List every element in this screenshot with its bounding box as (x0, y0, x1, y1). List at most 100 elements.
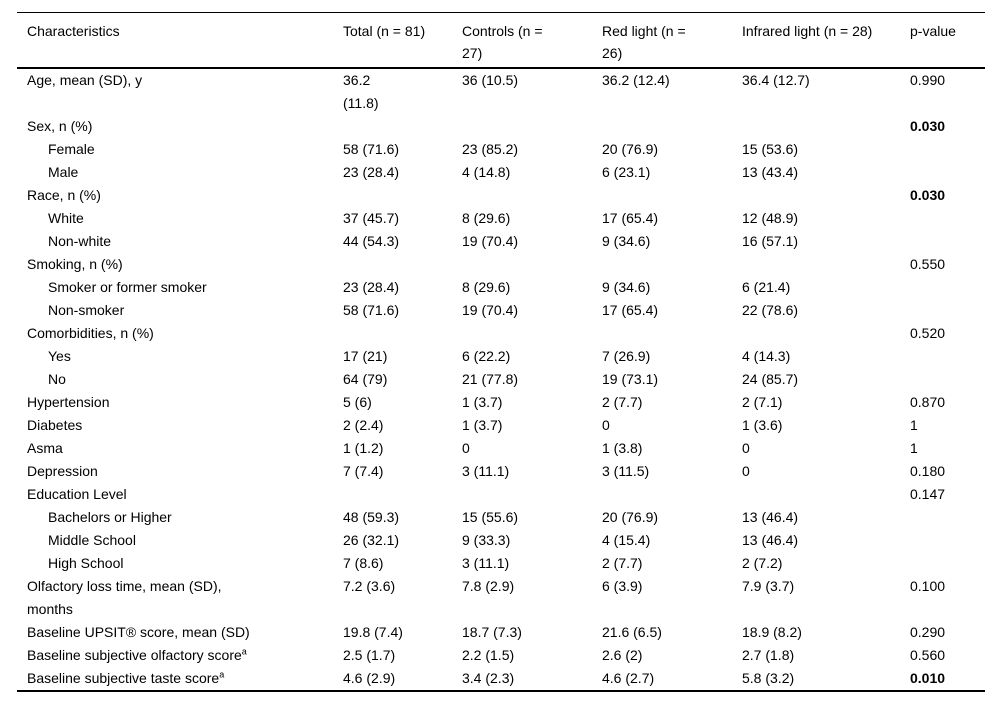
cell-value: 19.8 (7.4) (343, 624, 403, 640)
cell-value: 6 (3.9) (602, 578, 643, 594)
row-label: Male (48, 164, 79, 180)
cell-value (462, 322, 602, 345)
cell-value: 4.6 (2.7) (602, 670, 655, 686)
cell-value: 13 (46.4) (742, 532, 799, 548)
table-row: Comorbidities, n (%) 0.520 (17, 322, 985, 345)
cell-value: 1 (3.8) (602, 440, 643, 456)
cell-value (343, 184, 462, 207)
p-value (910, 161, 985, 184)
cell-value: 18.9 (8.2) (742, 624, 802, 640)
cell-value: 4 (14.3) (742, 348, 791, 364)
table-row: Male 23 (28.4) 4 (14.8) 6 (23.1) 13 (43.4) (17, 161, 985, 184)
cell-value: 24 (85.7) (742, 371, 799, 387)
table-row: Baseline subjective taste scorea 4.6 (2.9… (17, 667, 985, 691)
cell-value: 0 (742, 463, 750, 479)
cell-value: 2 (7.7) (602, 555, 643, 571)
cell-value: 2.2 (1.5) (462, 647, 515, 663)
table-row: Non-smoker 58 (71.6) 19 (70.4) 17 (65.4) 22 … (17, 299, 985, 322)
cell-value (343, 322, 462, 345)
cell-value: 9 (34.6) (602, 233, 651, 249)
cell-value: 0 (462, 440, 470, 456)
table-row: Sex, n (%) 0.030 (17, 115, 985, 138)
row-label: No (48, 371, 66, 387)
p-value (910, 529, 985, 552)
cell-value (343, 253, 462, 276)
table-row: High School 7 (8.6) 3 (11.1) 2 (7.7) 2 (7.2) (17, 552, 985, 575)
table-body: Age, mean (SD), y 36.2 (11.8) 36 (10.5) 36.… (17, 68, 985, 691)
table-row: Age, mean (SD), y 36.2 (11.8) 36 (10.5) 36.… (17, 68, 985, 115)
row-label: Olfactory loss time, mean (SD), months (27, 578, 222, 617)
cell-value: 5.8 (3.2) (742, 670, 795, 686)
row-label: Bachelors or Higher (48, 509, 172, 525)
cell-value: 36 (10.5) (462, 72, 519, 88)
cell-value: 7 (26.9) (602, 348, 651, 364)
cell-value: 2 (7.7) (602, 394, 643, 410)
cell-value: 2 (7.1) (742, 394, 783, 410)
table-header: Characteristics Total (n = 81) Controls … (17, 12, 985, 69)
row-label: Hypertension (27, 394, 110, 410)
table-row: Smoking, n (%) 0.550 (17, 253, 985, 276)
cell-value (602, 322, 742, 345)
cell-value: 16 (57.1) (742, 233, 799, 249)
cell-value: 15 (55.6) (462, 509, 519, 525)
cell-value: 2.5 (1.7) (343, 647, 396, 663)
cell-value (343, 115, 462, 138)
p-value: 0.180 (910, 463, 946, 479)
p-value: 0.010 (910, 670, 946, 686)
table-row: Education Level 0.147 (17, 483, 985, 506)
col-header-p-value: p-value (910, 12, 985, 69)
cell-value: 36.2 (11.8) (343, 72, 379, 111)
table-row: Race, n (%) 0.030 (17, 184, 985, 207)
cell-value: 6 (22.2) (462, 348, 511, 364)
cell-value (462, 184, 602, 207)
cell-value: 3 (11.5) (602, 463, 650, 479)
footnote-marker: a (241, 646, 247, 657)
cell-value (742, 184, 910, 207)
row-label: Baseline subjective olfactory scorea (27, 646, 247, 663)
cell-value: 6 (23.1) (602, 164, 651, 180)
col-header-infrared-light: Infrared light (n = 28) (742, 12, 910, 69)
header-row: Characteristics Total (n = 81) Controls … (17, 12, 985, 69)
cell-value: 21.6 (6.5) (602, 624, 662, 640)
cell-value (343, 483, 462, 506)
cell-value: 7.9 (3.7) (742, 578, 795, 594)
row-label: White (48, 210, 84, 226)
p-value: 0.030 (910, 187, 946, 203)
cell-value: 19 (70.4) (462, 233, 519, 249)
characteristics-table: Characteristics Total (n = 81) Controls … (17, 12, 985, 692)
cell-value: 12 (48.9) (742, 210, 799, 226)
p-value: 0.870 (910, 394, 946, 410)
table-row: Middle School 26 (32.1) 9 (33.3) 4 (15.4) 13… (17, 529, 985, 552)
col-header-characteristics: Characteristics (17, 12, 343, 69)
p-value: 0.147 (910, 486, 946, 502)
cell-value (602, 115, 742, 138)
table-row: Non-white 44 (54.3) 19 (70.4) 9 (34.6) 16 (5… (17, 230, 985, 253)
cell-value: 44 (54.3) (343, 233, 400, 249)
row-label: Non-smoker (48, 302, 125, 318)
row-label: Education Level (27, 486, 127, 502)
cell-value: 3.4 (2.3) (462, 670, 515, 686)
cell-value: 1 (3.7) (462, 417, 503, 433)
cell-value: 17 (21) (343, 348, 388, 364)
p-value: 0.550 (910, 256, 946, 272)
cell-value: 3 (11.1) (462, 555, 510, 571)
p-value (910, 299, 985, 322)
cell-value (602, 253, 742, 276)
cell-value: 4 (14.8) (462, 164, 511, 180)
cell-value (742, 115, 910, 138)
p-value: 0.560 (910, 647, 946, 663)
cell-value: 0 (742, 440, 750, 456)
cell-value: 1 (3.6) (742, 417, 783, 433)
cell-value: 37 (45.7) (343, 210, 400, 226)
cell-value (602, 483, 742, 506)
cell-value: 26 (32.1) (343, 532, 400, 548)
row-label: Age, mean (SD), y (27, 72, 143, 88)
cell-value (742, 483, 910, 506)
table-row: Yes 17 (21) 6 (22.2) 7 (26.9) 4 (14.3) (17, 345, 985, 368)
col-header-controls: Controls (n = 27) (462, 12, 602, 69)
cell-value: 64 (79) (343, 371, 388, 387)
row-label: Baseline UPSIT® score, mean (SD) (27, 624, 250, 640)
characteristics-table-container: Characteristics Total (n = 81) Controls … (17, 12, 985, 692)
cell-value (602, 184, 742, 207)
cell-value: 7 (8.6) (343, 555, 384, 571)
